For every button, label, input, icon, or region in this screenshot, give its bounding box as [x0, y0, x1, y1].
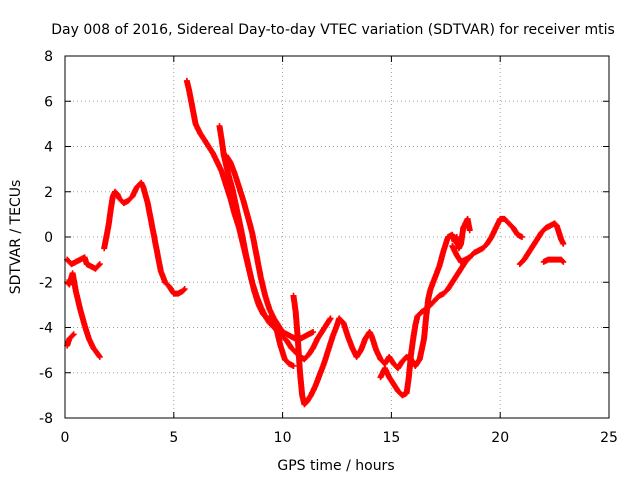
grid-lines [65, 56, 609, 418]
series-s9 [377, 215, 525, 399]
plot-frame [64, 55, 610, 419]
x-tick-label: 25 [600, 430, 618, 446]
data-series [64, 77, 567, 408]
series-s3 [64, 254, 103, 272]
y-tick-label: 6 [44, 94, 53, 110]
series-s2 [64, 331, 77, 349]
x-axis-label: GPS time / hours [277, 458, 394, 474]
x-tick-label: 5 [169, 430, 178, 446]
x-tick-label: 15 [382, 430, 400, 446]
y-tick-label: -4 [39, 321, 53, 337]
x-tick-labels: 0 5 10 15 20 25 [61, 430, 618, 446]
series-s8 [290, 215, 473, 408]
series-s5 [183, 77, 334, 363]
x-tick-label: 10 [274, 430, 292, 446]
y-tick-label: 2 [44, 185, 53, 201]
y-tick-labels: -8 -6 -4 -2 0 2 4 6 8 [39, 49, 53, 427]
y-tick-label: 8 [44, 49, 53, 65]
y-tick-label: 4 [44, 140, 53, 156]
y-tick-label: 0 [44, 230, 53, 246]
x-tick-label: 0 [61, 430, 70, 446]
y-tick-label: -8 [39, 411, 53, 427]
series-s7 [223, 152, 317, 342]
series-s11 [516, 220, 567, 268]
series-s4 [101, 179, 188, 297]
y-axis-label: SDTVAR / TECUs [8, 180, 24, 295]
series-s12 [540, 256, 567, 265]
chart-title: Day 008 of 2016, Sidereal Day-to-day VTE… [51, 22, 615, 38]
series-s1 [64, 270, 103, 360]
y-tick-label: -2 [39, 275, 53, 291]
series-s10 [449, 243, 473, 265]
y-tick-label: -6 [39, 366, 53, 382]
x-tick-label: 20 [491, 430, 509, 446]
